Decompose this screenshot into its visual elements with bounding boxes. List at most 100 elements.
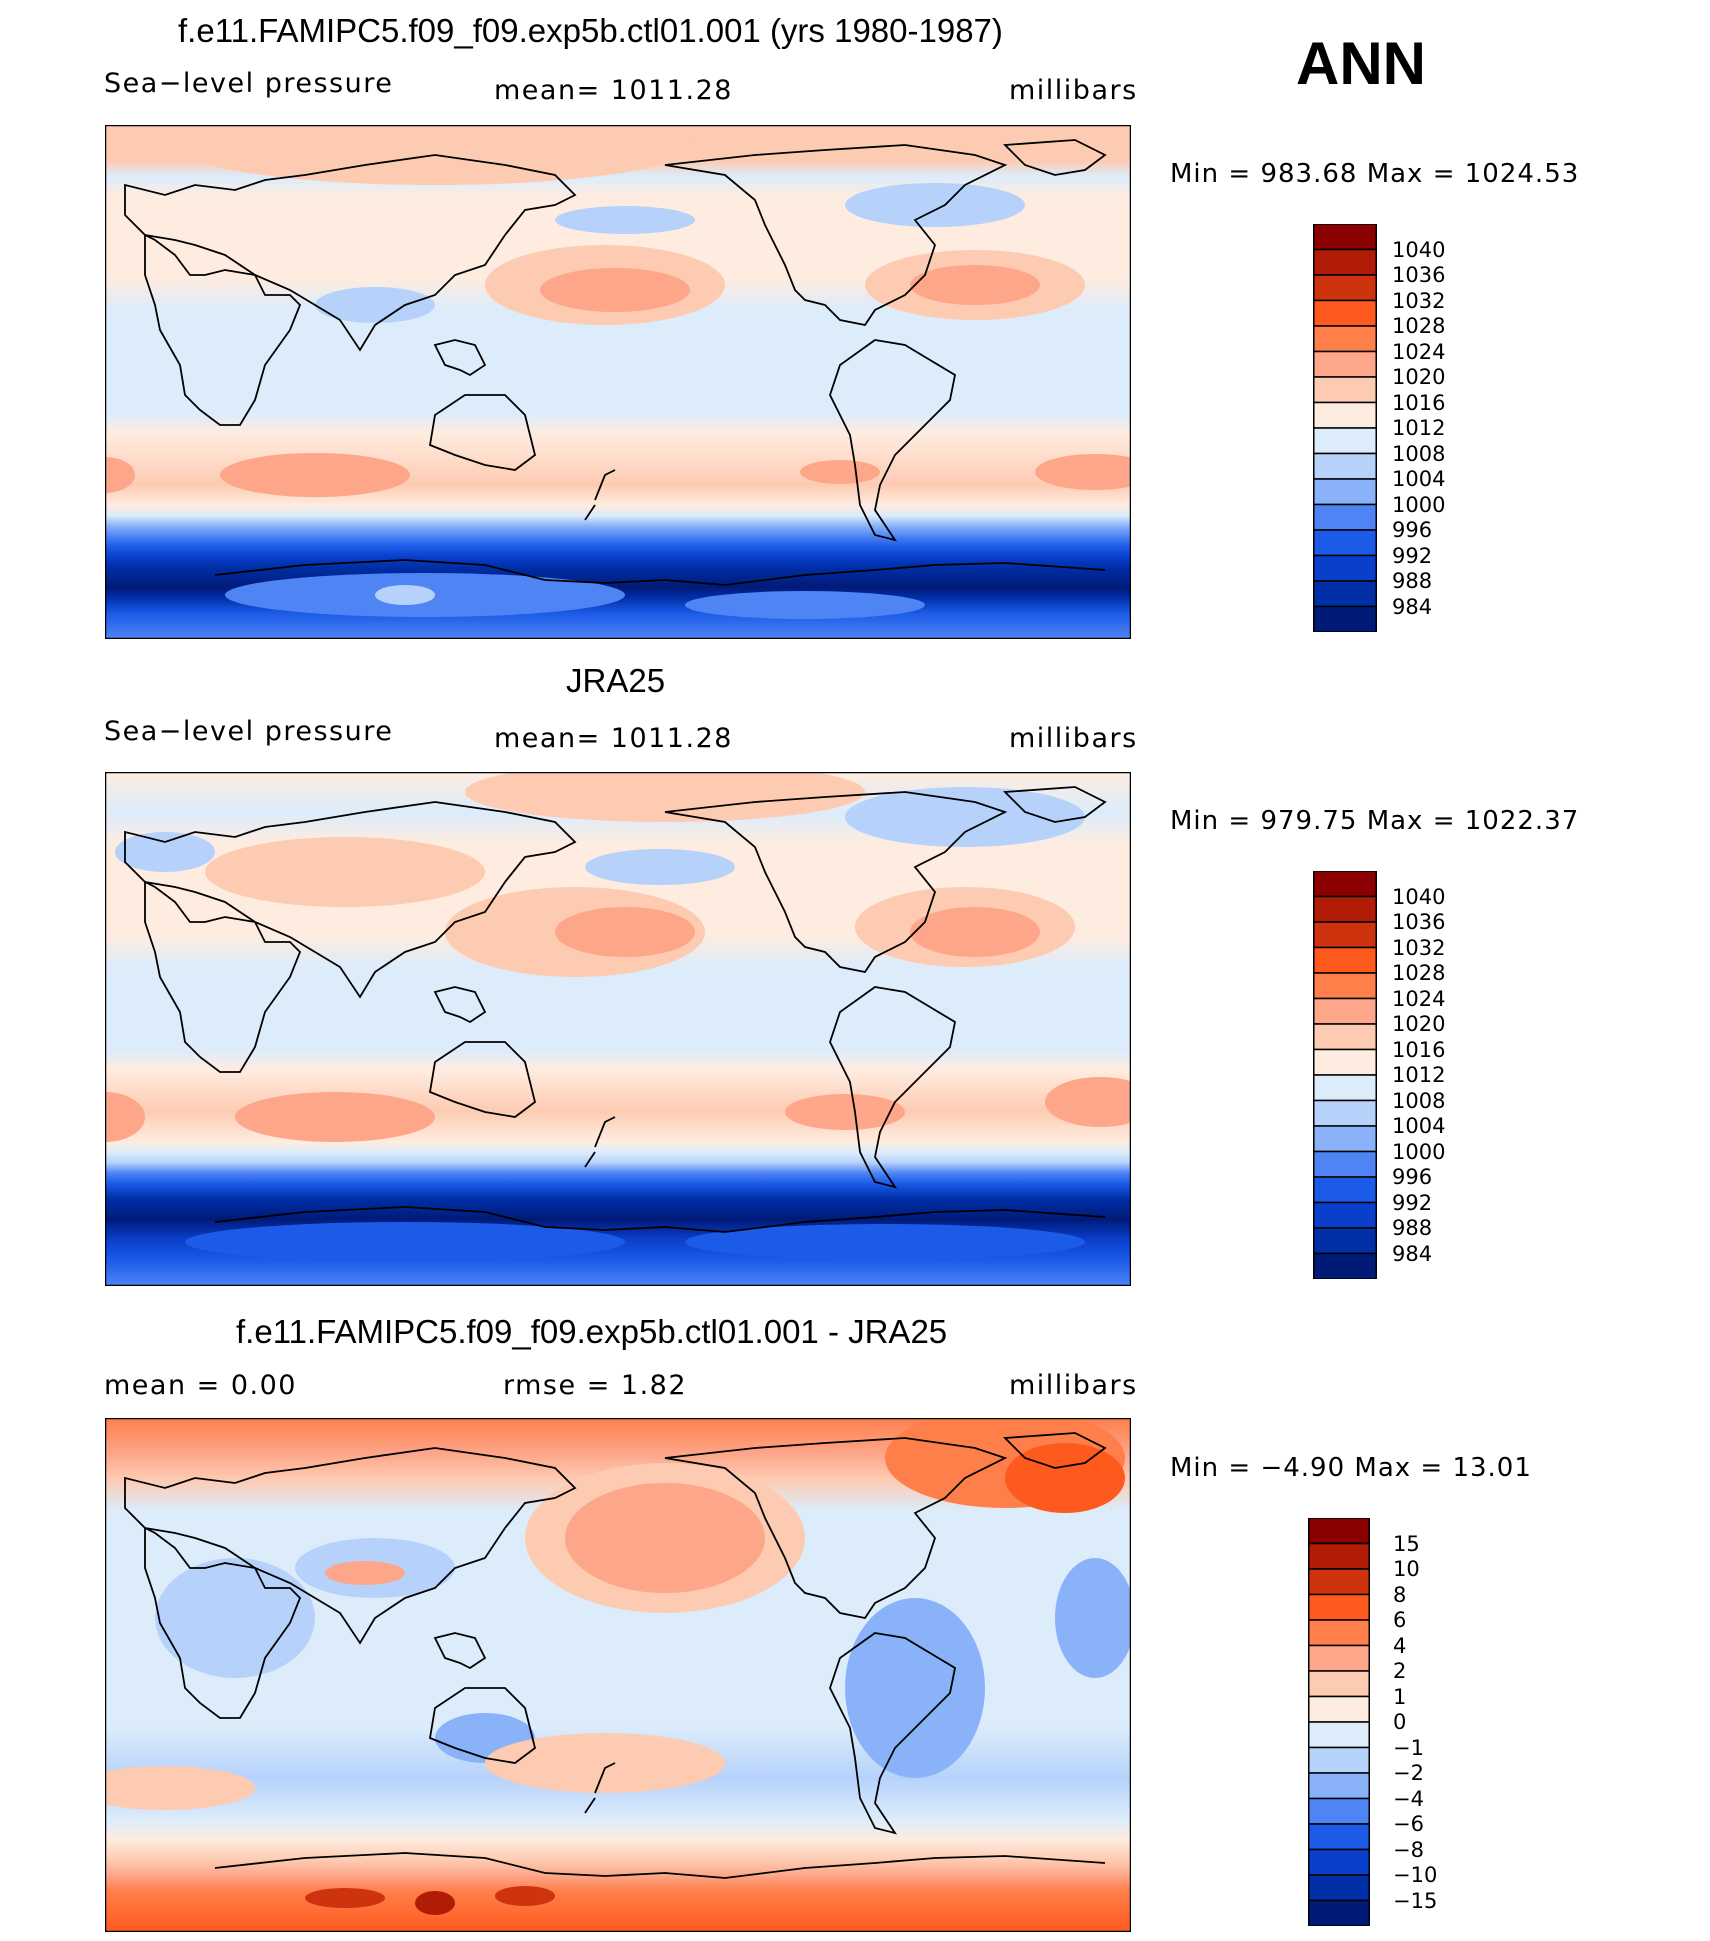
colorbar-level-label: 1036 (1392, 263, 1446, 287)
colorbar-swatch (1313, 1201, 1377, 1229)
colorbar-swatch (1308, 1644, 1370, 1672)
colorbar-swatch (1308, 1518, 1370, 1545)
colorbar-level-label: 996 (1392, 518, 1433, 542)
colorbar-swatch (1308, 1848, 1370, 1876)
colorbar-swatch (1313, 325, 1377, 353)
colorbar-level-label: 1036 (1392, 910, 1446, 934)
panel2-min-max: Min = 979.75 Max = 1022.37 (1170, 806, 1580, 836)
colorbar-level-label: 1 (1393, 1684, 1407, 1709)
colorbar-swatch (1313, 1227, 1377, 1255)
panel1-mean-label: mean= 1011.28 (494, 75, 733, 106)
colorbar-level-label: 1040 (1392, 237, 1446, 262)
colorbar-swatch (1308, 1695, 1370, 1723)
colorbar-swatch (1313, 401, 1377, 429)
colorbar-swatch (1313, 580, 1377, 608)
panel1-map (105, 125, 1131, 639)
colorbar-swatch (1313, 248, 1377, 276)
colorbar-swatch (1313, 1074, 1377, 1102)
panel2-variable-label: Sea−level pressure (104, 716, 394, 747)
panel1-min-max: Min = 983.68 Max = 1024.53 (1170, 159, 1580, 189)
colorbar-swatch (1308, 1670, 1370, 1698)
colorbar-level-label: 6 (1393, 1608, 1407, 1632)
colorbar-swatch (1308, 1593, 1370, 1621)
panel1-variable-label: Sea−level pressure (104, 68, 394, 99)
panel3-min-max: Min = −4.90 Max = 13.01 (1170, 1453, 1532, 1483)
colorbar-swatch (1308, 1542, 1370, 1570)
colorbar-level-label: 1032 (1392, 935, 1446, 960)
colorbar-swatch (1313, 350, 1377, 378)
colorbar-swatch (1313, 529, 1377, 557)
colorbar-level-label: 1004 (1392, 1114, 1446, 1138)
panel1-colorbar (1313, 224, 1377, 632)
colorbar-swatch (1313, 1176, 1377, 1204)
panel3-colorbar (1308, 1518, 1370, 1926)
colorbar-level-label: 1008 (1392, 1088, 1446, 1113)
panel2-title: JRA25 (566, 662, 666, 699)
colorbar-swatch (1313, 376, 1377, 404)
colorbar-level-label: 8 (1393, 1582, 1407, 1607)
colorbar-level-label: 0 (1393, 1710, 1407, 1734)
colorbar-swatch (1313, 946, 1377, 974)
colorbar-level-label: 1032 (1392, 288, 1446, 313)
colorbar-level-label: 992 (1392, 1190, 1433, 1215)
panel2-map (105, 772, 1131, 1286)
colorbar-swatch (1313, 554, 1377, 582)
panel2-colorbar (1313, 871, 1377, 1279)
colorbar-swatch (1313, 895, 1377, 923)
colorbar-swatch (1308, 1568, 1370, 1596)
colorbar-swatch (1313, 1099, 1377, 1127)
colorbar-swatch (1313, 1150, 1377, 1178)
colorbar-level-label: 984 (1392, 594, 1433, 619)
colorbar-swatch (1308, 1721, 1370, 1749)
colorbar-level-label: −10 (1393, 1863, 1438, 1887)
colorbar-swatch (1308, 1746, 1370, 1774)
colorbar-swatch (1313, 224, 1377, 251)
colorbar-level-label: −8 (1393, 1837, 1424, 1862)
colorbar-swatch (1313, 997, 1377, 1025)
colorbar-swatch (1313, 871, 1377, 898)
colorbar-level-label: 1016 (1392, 1037, 1446, 1062)
colorbar-swatch (1313, 452, 1377, 480)
colorbar-level-label: 1020 (1392, 1012, 1446, 1036)
colorbar-level-label: 1000 (1392, 1139, 1446, 1164)
panel3-rmse-label: rmse = 1.82 (503, 1370, 688, 1401)
colorbar-level-label: −15 (1393, 1888, 1438, 1913)
colorbar-swatch (1313, 1048, 1377, 1076)
panel1-title: f.e11.FAMIPC5.f09_f09.exp5b.ctl01.001 (y… (178, 12, 1003, 49)
colorbar-level-label: 1000 (1392, 492, 1446, 517)
colorbar-swatch (1313, 1023, 1377, 1051)
colorbar-swatch (1313, 478, 1377, 506)
colorbar-swatch (1308, 1772, 1370, 1800)
colorbar-level-label: 1028 (1392, 314, 1446, 338)
panel3-mean-label: mean = 0.00 (104, 1370, 297, 1401)
colorbar-swatch (1313, 1125, 1377, 1153)
colorbar-swatch (1308, 1874, 1370, 1902)
colorbar-level-label: −6 (1393, 1812, 1424, 1836)
panel3-title: f.e11.FAMIPC5.f09_f09.exp5b.ctl01.001 - … (236, 1313, 948, 1350)
colorbar-level-label: 15 (1393, 1531, 1420, 1556)
colorbar-level-label: 1040 (1392, 884, 1446, 909)
colorbar-level-label: −2 (1393, 1761, 1424, 1785)
colorbar-level-label: 4 (1393, 1633, 1407, 1658)
colorbar-level-label: 1024 (1392, 986, 1446, 1011)
colorbar-level-label: 1012 (1392, 416, 1446, 440)
colorbar-level-label: 1008 (1392, 441, 1446, 466)
colorbar-level-label: −1 (1393, 1735, 1424, 1760)
colorbar-level-label: 992 (1392, 543, 1433, 568)
colorbar-swatch (1313, 274, 1377, 302)
colorbar-swatch (1308, 1899, 1370, 1926)
panel3-units-label: millibars (1009, 1370, 1138, 1401)
colorbar-level-label: 988 (1392, 569, 1433, 593)
colorbar-level-label: 2 (1393, 1659, 1407, 1683)
colorbar-level-label: 1012 (1392, 1063, 1446, 1087)
colorbar-swatch (1313, 605, 1377, 632)
colorbar-level-label: 1004 (1392, 467, 1446, 491)
panel2-mean-label: mean= 1011.28 (494, 723, 733, 754)
colorbar-swatch (1308, 1823, 1370, 1851)
colorbar-swatch (1313, 921, 1377, 949)
colorbar-level-label: 996 (1392, 1165, 1433, 1189)
colorbar-swatch (1313, 427, 1377, 455)
colorbar-level-label: 10 (1393, 1557, 1420, 1581)
season-label: ANN (1296, 30, 1426, 97)
colorbar-level-label: 1020 (1392, 365, 1446, 389)
